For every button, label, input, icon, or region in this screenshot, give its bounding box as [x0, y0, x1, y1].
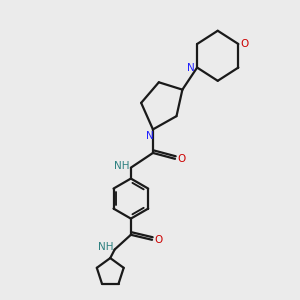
- Text: NH: NH: [98, 242, 114, 253]
- Text: O: O: [241, 39, 249, 49]
- Text: N: N: [146, 131, 154, 141]
- Text: NH: NH: [114, 160, 130, 171]
- Text: N: N: [187, 63, 194, 73]
- Text: O: O: [177, 154, 186, 164]
- Text: O: O: [154, 235, 163, 245]
